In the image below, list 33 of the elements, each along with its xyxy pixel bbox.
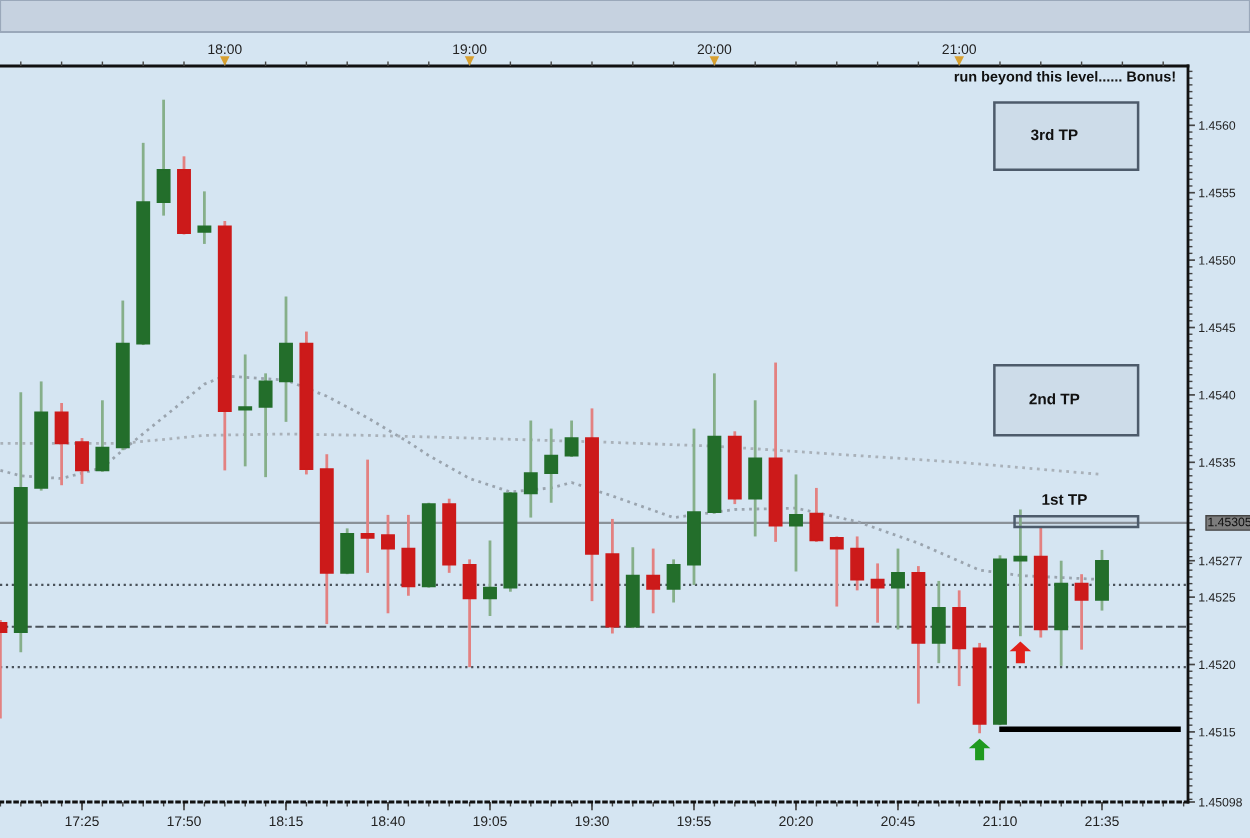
candlestick: [544, 427, 559, 505]
candlestick: [95, 398, 110, 474]
candlestick: [870, 562, 885, 625]
candlestick: [952, 588, 967, 688]
candlestick: [197, 189, 212, 246]
candlestick: [748, 398, 763, 538]
candlestick: [340, 526, 355, 576]
candlestick: [156, 98, 171, 218]
candlestick: [1054, 559, 1069, 668]
line-series: [0, 432, 1104, 476]
candlestick: [258, 371, 273, 479]
candlestick: [279, 295, 293, 424]
candlestick: [360, 458, 375, 575]
candlestick: [523, 419, 538, 519]
candlestick: [462, 557, 477, 669]
candlestick: [850, 535, 865, 592]
candlestick: [829, 535, 844, 608]
candlestick: [809, 486, 824, 544]
candlestick: [646, 547, 661, 615]
candlestick: [75, 436, 89, 486]
candlestick: [1013, 508, 1028, 638]
candlestick: [401, 513, 416, 598]
candlestick: [931, 579, 946, 665]
candlestick: [789, 473, 803, 573]
candlestick: [891, 547, 905, 631]
candlestick: [381, 513, 395, 615]
candlestick: [238, 353, 253, 468]
candlestick: [1074, 572, 1089, 652]
candlestick: [483, 539, 497, 618]
candlestick: [666, 557, 681, 604]
candlestick: [564, 419, 579, 459]
candlestick: [54, 401, 69, 487]
candlestick: [1095, 548, 1109, 612]
